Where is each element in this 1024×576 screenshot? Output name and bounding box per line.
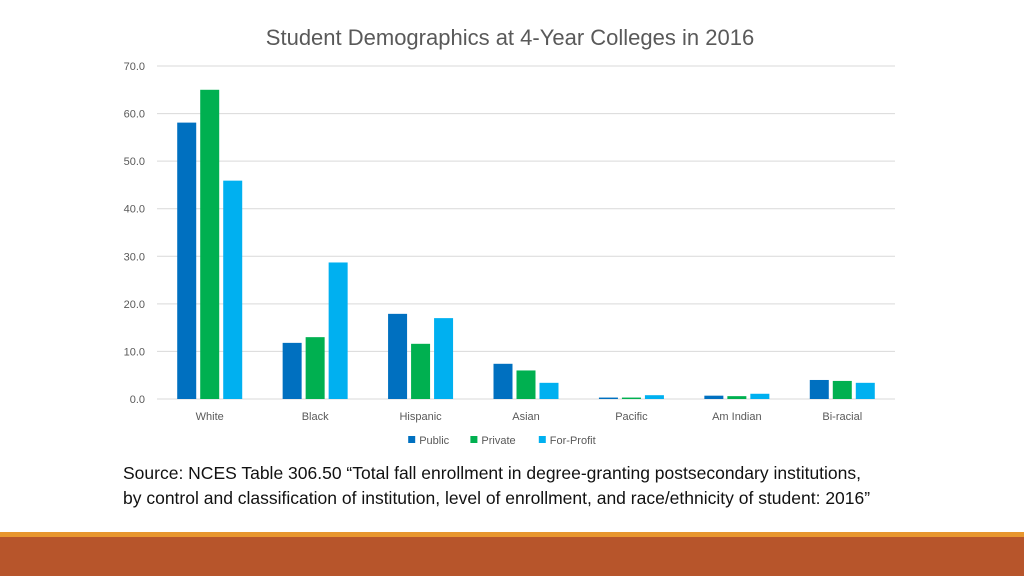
y-tick-label: 60.0 — [124, 109, 145, 121]
chart-title: Student Demographics at 4-Year Colleges … — [266, 25, 754, 50]
gridlines — [157, 65, 895, 400]
y-tick-label: 50.0 — [124, 156, 145, 168]
source-note: Source: NCES Table 306.50 “Total fall en… — [123, 463, 871, 508]
x-tick-label: Black — [302, 411, 329, 423]
chart: Student Demographics at 4-Year Colleges … — [124, 25, 895, 447]
x-tick-label: Asian — [512, 411, 540, 423]
footer-band — [0, 532, 1024, 576]
bar-private-hispanic — [411, 343, 431, 399]
x-tick-label: Am Indian — [712, 411, 762, 423]
bar-private-white — [200, 89, 220, 400]
x-tick-label: Pacific — [615, 411, 648, 423]
y-tick-label: 0.0 — [130, 394, 145, 406]
bar-for-profit-bi-racial — [855, 382, 875, 399]
bar-private-asian — [516, 370, 536, 399]
bar-for-profit-am-indian — [750, 393, 770, 399]
legend-label: Private — [481, 435, 515, 447]
bar-public-black — [282, 342, 302, 399]
bar-for-profit-asian — [539, 382, 559, 399]
bar-private-black — [305, 337, 325, 399]
x-tick-label: Hispanic — [399, 411, 442, 423]
footer-accent-line — [0, 532, 1024, 537]
bar-public-hispanic — [388, 313, 408, 399]
legend-swatch — [470, 436, 478, 443]
bar-public-pacific — [598, 397, 618, 399]
bar-for-profit-black — [328, 262, 348, 399]
bar-private-bi-racial — [832, 380, 852, 399]
legend-swatch — [538, 436, 546, 443]
bar-private-pacific — [621, 397, 641, 399]
y-tick-label: 40.0 — [124, 204, 145, 216]
bar-private-am-indian — [727, 396, 747, 399]
bar-for-profit-hispanic — [434, 318, 454, 399]
x-tick-label: White — [196, 411, 224, 423]
bar-public-bi-racial — [809, 379, 829, 399]
bars — [177, 89, 875, 400]
legend: Public Private For-Profit — [408, 435, 596, 447]
legend-label: Public — [419, 435, 449, 447]
bar-for-profit-pacific — [644, 395, 664, 399]
y-tick-label: 30.0 — [124, 251, 145, 263]
bar-public-asian — [493, 363, 513, 399]
legend-label: For-Profit — [550, 435, 596, 447]
legend-swatch — [408, 436, 416, 443]
y-tick-label: 70.0 — [124, 61, 145, 73]
bar-for-profit-white — [223, 180, 243, 399]
x-tick-label: Bi-racial — [822, 411, 862, 423]
x-axis-ticks: White Black Hispanic Asian Pacific Am Indian B… — [196, 411, 863, 423]
y-tick-label: 10.0 — [124, 346, 145, 358]
y-axis-ticks: 0.0 10.0 20.0 30.0 40.0 50.0 60.0 70.0 — [124, 61, 145, 406]
y-tick-label: 20.0 — [124, 299, 145, 311]
bar-public-white — [177, 122, 197, 400]
bar-public-am-indian — [704, 395, 724, 399]
